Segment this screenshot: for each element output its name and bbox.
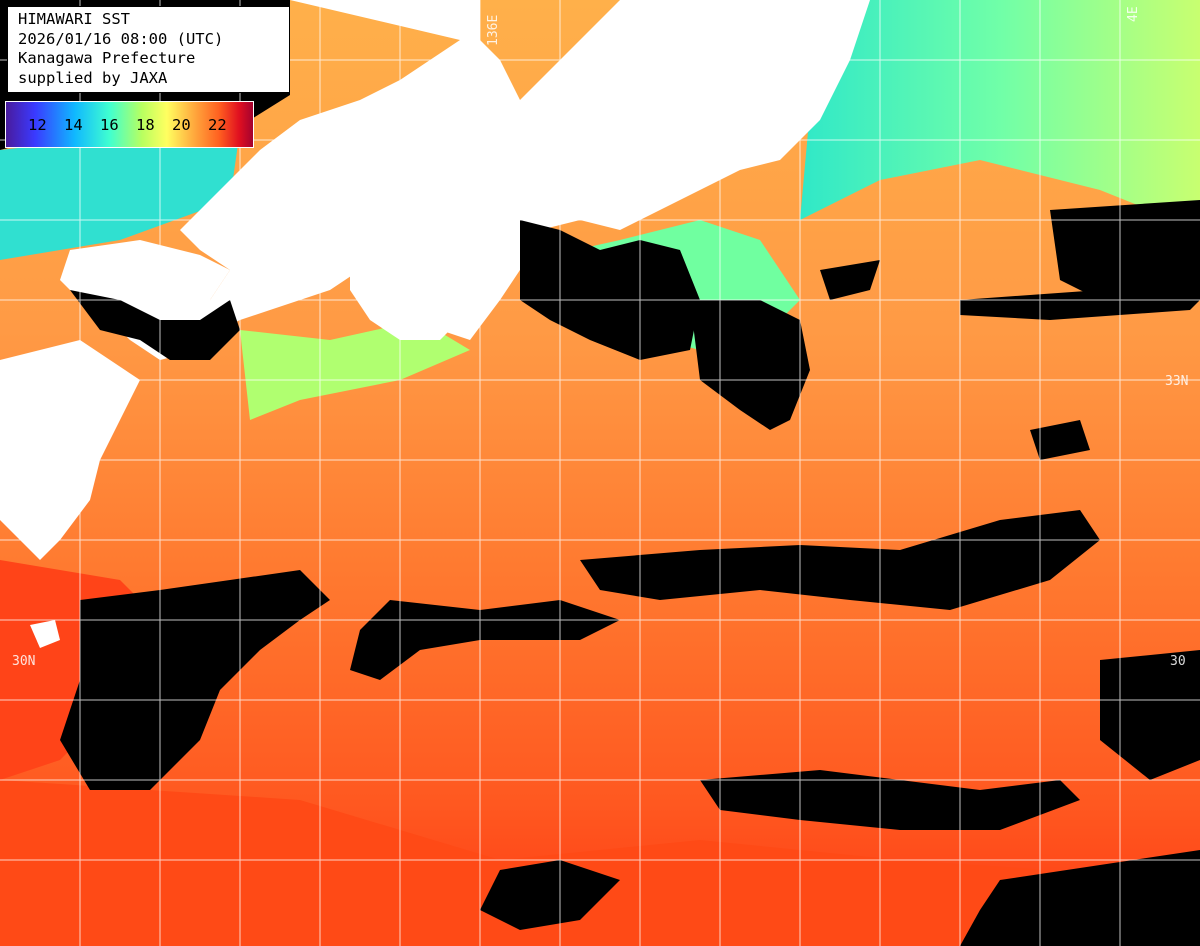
nodata-east-2: [960, 290, 1200, 320]
grid-label-33n-left: 33: [10, 374, 26, 389]
legend-tick-14: 14: [64, 115, 83, 134]
nodata-east-1: [1050, 200, 1200, 310]
nodata-east-3: [1100, 650, 1200, 780]
legend-tick-16: 16: [100, 115, 119, 134]
info-region: Kanagawa Prefecture: [18, 49, 196, 67]
legend-bar: [5, 101, 254, 148]
nodata-southeast: [700, 770, 1080, 830]
land-kyushu: [0, 340, 140, 560]
sea-hot-south: [0, 780, 1200, 946]
grid-label-140e: 4E: [1126, 6, 1141, 22]
nodata-southeast-2: [960, 850, 1200, 946]
grid-label-136e: 136E: [486, 14, 501, 46]
nodata-inland-sea: [70, 290, 240, 360]
legend-tick-12: 12: [28, 115, 47, 134]
legend-tick-20: 20: [172, 115, 191, 134]
grid-label-30n-left: 30N: [12, 654, 36, 669]
nodata-band-west: [60, 570, 330, 790]
nodata-kii-east: [520, 220, 700, 360]
nodata-ne-small: [820, 260, 880, 300]
nodata-east-dots: [1030, 420, 1090, 460]
grid-label-33n-right: 33N: [1165, 374, 1189, 389]
sea-cool-coast: [240, 320, 470, 420]
nodata-south: [480, 860, 620, 930]
nodata-band-middle: [580, 510, 1100, 610]
land-kii: [350, 230, 470, 340]
info-timestamp: 2026/01/16 08:00 (UTC): [18, 29, 224, 48]
info-title: HIMAWARI SST: [18, 10, 130, 28]
legend-tick-18: 18: [136, 115, 155, 134]
land-island-south: [30, 620, 60, 648]
legend-tick-22: 22: [208, 115, 227, 134]
info-supplier: supplied by JAXA: [18, 68, 168, 87]
sea-cool-northwest: [0, 130, 240, 260]
color-legend: 12 14 16 18 20 22: [5, 101, 254, 148]
info-box: HIMAWARI SST 2026/01/16 08:00 (UTC) Kana…: [7, 6, 290, 93]
sea-cool-northeast: [800, 0, 1200, 230]
land-honshu: [180, 0, 870, 340]
grid-label-30n-right: 30: [1170, 654, 1186, 669]
